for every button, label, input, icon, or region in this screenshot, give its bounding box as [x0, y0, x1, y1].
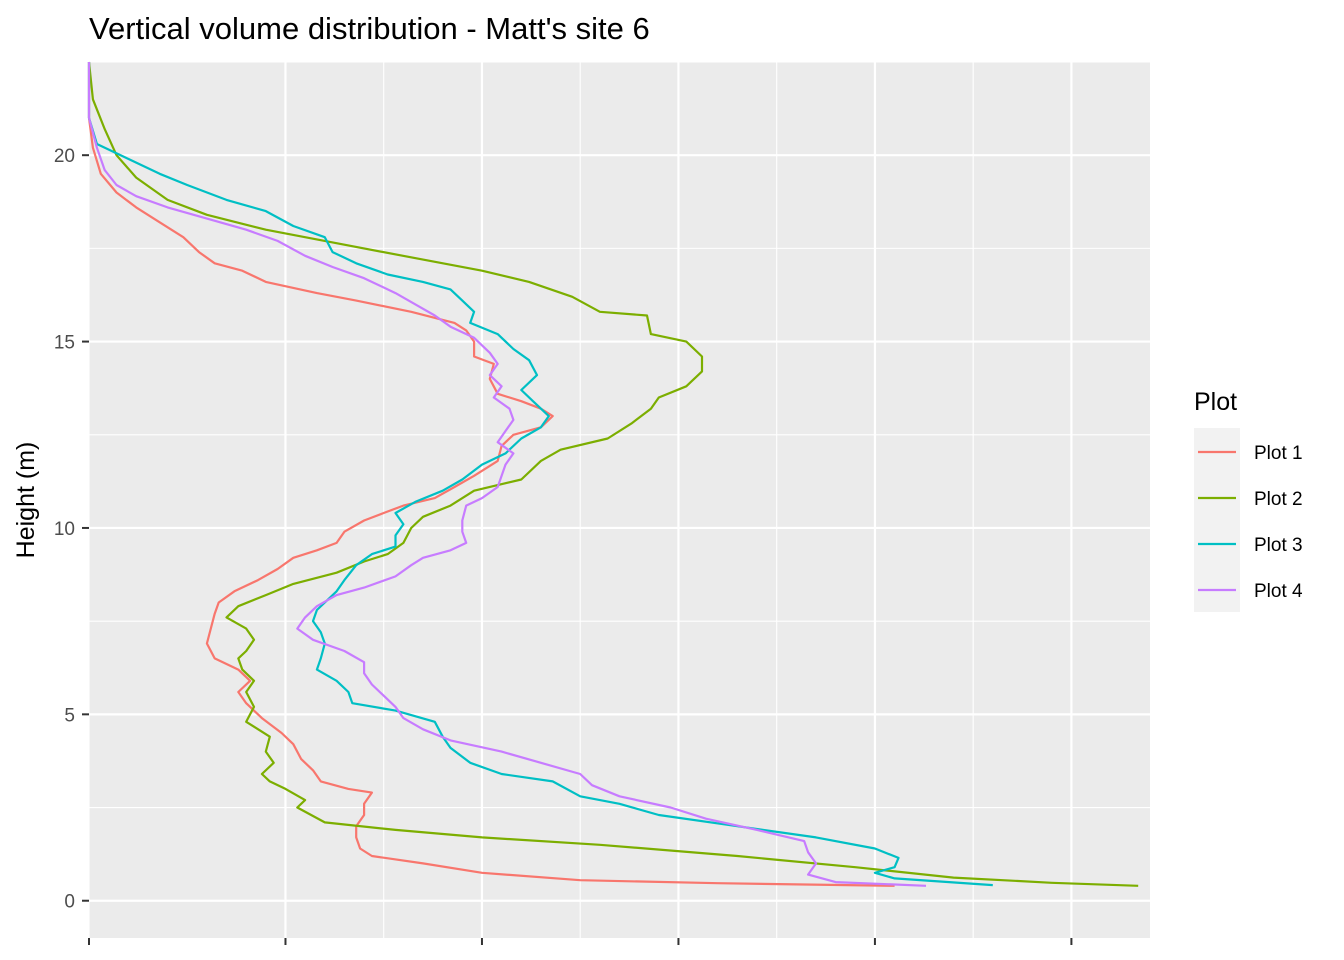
y-axis-title: Height (m)	[12, 442, 40, 559]
legend-label-plot-3: Plot 3	[1254, 535, 1303, 556]
grid-minor	[88, 61, 1150, 938]
y-tick-label: 20	[54, 146, 75, 167]
legend-label-plot-2: Plot 2	[1254, 489, 1303, 510]
chart-title: Vertical volume distribution - Matt's si…	[89, 11, 650, 46]
legend-title: Plot	[1194, 388, 1237, 416]
legend-items: Plot 1 Plot 2 Plot 3 Plot 4	[1198, 443, 1303, 602]
series-line-plot-1	[87, 62, 895, 887]
series-line-plot-2	[87, 61, 1139, 887]
y-tick-label: 15	[54, 333, 75, 354]
series-line-plot-3	[87, 62, 993, 887]
y-tick-label: 5	[64, 705, 75, 726]
legend: Plot Plot 1 Plot 2 Plot 3 Plot 4	[1194, 388, 1303, 612]
series-layer	[87, 61, 1139, 887]
y-tick-label: 0	[64, 892, 75, 913]
plot-panel	[89, 62, 1150, 938]
series-line-plot-4	[87, 62, 927, 887]
grid-major	[89, 62, 1150, 938]
legend-label-plot-4: Plot 4	[1254, 581, 1303, 602]
legend-key-background	[1194, 428, 1240, 612]
x-axis	[88, 938, 1073, 945]
y-axis: 0 5 10 15 20	[54, 146, 89, 913]
y-tick-label: 10	[54, 519, 75, 540]
legend-label-plot-1: Plot 1	[1254, 443, 1303, 464]
